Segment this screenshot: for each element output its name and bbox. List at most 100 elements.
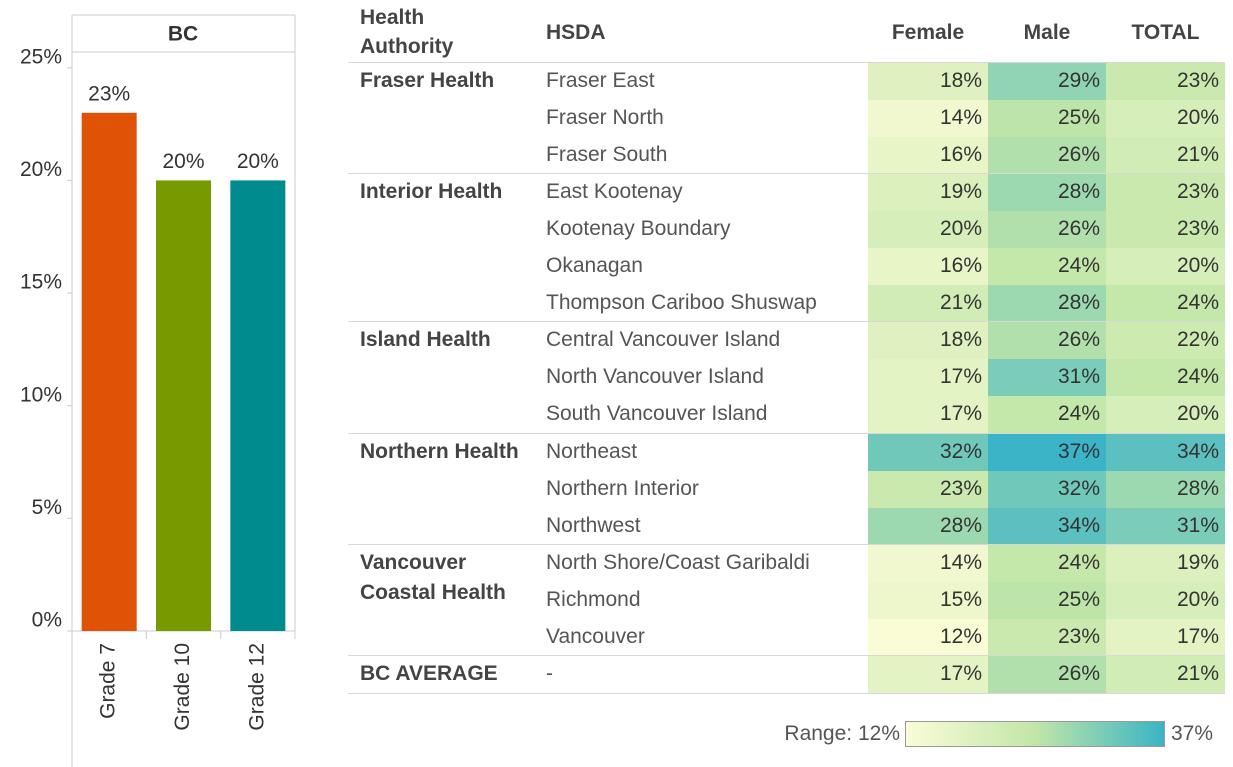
header: Health Authority (360, 6, 454, 58)
cell-value: 16% (939, 254, 982, 277)
heat-cell (1106, 210, 1225, 249)
heat-cell (988, 581, 1106, 620)
heat-cell (988, 136, 1106, 175)
cell-value: 19% (939, 179, 982, 203)
header: TOTAL (1131, 21, 1200, 44)
heat-cell (1106, 173, 1225, 212)
cell-value: 20% (1176, 402, 1219, 426)
heat-cell (1106, 656, 1225, 694)
bar (81, 112, 137, 631)
y-tick-label: 10% (20, 383, 62, 406)
cell-value: 20% (1176, 105, 1219, 129)
cell-value: 17% (939, 365, 982, 389)
cell-value: 18% (939, 68, 982, 92)
cell-value: 25% (1057, 587, 1100, 611)
heat-cell (868, 470, 988, 509)
cell-value: 28% (1057, 291, 1100, 315)
row-divider (348, 543, 1225, 545)
cell-value: 17% (939, 662, 982, 686)
hsda: Richmond (546, 587, 641, 611)
cell-value: 21% (939, 291, 982, 315)
value-label: 20% (162, 150, 204, 173)
hsda: East Kootenay (546, 179, 683, 203)
row-divider (348, 172, 1225, 174)
hsda: Fraser South (546, 142, 668, 166)
cell-value: 22% (1176, 328, 1219, 352)
cell-value: 37% (1057, 439, 1100, 463)
bar-chart: BC 0% 5% 10% 15% 20% 25% 23% Grade 7 20% Grade 10… (20, 14, 296, 767)
cell-value: 34% (1176, 439, 1219, 463)
cell-value: 23% (939, 476, 982, 500)
cell-value: 21% (1176, 662, 1219, 686)
heat-cell (988, 210, 1106, 249)
heat-cell (1106, 581, 1225, 620)
heat-cell (1106, 359, 1225, 397)
hsda: Okanagan (546, 254, 643, 277)
heat-cell (988, 470, 1106, 509)
header: Male (1023, 21, 1071, 44)
heat-cell (988, 99, 1106, 138)
hsda: Northwest (546, 513, 641, 537)
heat-cell (1106, 507, 1225, 546)
heat-cell (1106, 285, 1225, 323)
cell-value: 24% (1176, 365, 1219, 389)
hsda: Northern Interior (546, 476, 699, 500)
row-divider (348, 321, 1225, 323)
cell-value: 24% (1057, 254, 1100, 277)
cell-value: 14% (939, 105, 982, 129)
heat-cell (868, 656, 988, 694)
heat-cell (1106, 470, 1225, 509)
heat-cell (988, 173, 1106, 212)
heat-cell (1106, 322, 1225, 360)
chart-title: BC (168, 23, 198, 46)
hsda: North Shore/Coast Garibaldi (546, 550, 810, 574)
y-tick-label: 20% (20, 158, 62, 181)
cell-value: 34% (1057, 513, 1100, 537)
cell-value: 26% (1057, 142, 1100, 166)
y-tick-label: 0% (32, 609, 62, 632)
heat-cell (868, 173, 988, 212)
cell-value: 32% (1057, 476, 1100, 500)
heat-cell (868, 507, 988, 546)
cell-value: 16% (939, 142, 982, 166)
row-divider (348, 655, 1225, 657)
hsda: - (546, 662, 553, 686)
cell-value: 31% (1057, 365, 1100, 389)
x-tick-label: Grade 10 (171, 643, 194, 731)
heat-cell (868, 136, 988, 175)
authority: BC AVERAGE (360, 662, 498, 686)
cell-value: 28% (939, 513, 982, 537)
heat-cell (988, 248, 1106, 286)
heat-cell (988, 433, 1106, 472)
cell-value: 21% (1176, 142, 1219, 166)
cell-value: 23% (1176, 68, 1219, 92)
value-label: 20% (237, 150, 279, 173)
heat-cell (1106, 248, 1225, 286)
hsda: Kootenay Boundary (546, 216, 731, 240)
y-tick-label: 5% (32, 496, 62, 519)
heat-cell (988, 544, 1106, 583)
cell-value: 17% (939, 402, 982, 426)
cell-value: 24% (1057, 402, 1100, 426)
heat-cell (868, 396, 988, 434)
authority: Northern Health (360, 439, 519, 463)
value-label: 23% (88, 82, 130, 105)
heat-cell (988, 507, 1106, 546)
hsda: Fraser East (546, 68, 655, 92)
cell-value: 12% (939, 625, 982, 648)
authority: Vancouver Coastal Health (360, 550, 506, 604)
legend-gradient (905, 721, 1165, 747)
heat-cell (868, 359, 988, 397)
x-tick-label: Grade 7 (97, 643, 120, 719)
heat-cell (1106, 544, 1225, 583)
authority: Interior Health (360, 179, 503, 203)
row-divider (348, 432, 1225, 434)
cell-value: 23% (1057, 625, 1100, 648)
cell-value: 32% (939, 439, 982, 463)
cell-value: 28% (1176, 476, 1219, 500)
heat-cell (988, 619, 1106, 657)
heat-cell (868, 248, 988, 286)
legend-title: Range: (784, 722, 853, 745)
x-tick-label: Grade 12 (245, 643, 268, 731)
